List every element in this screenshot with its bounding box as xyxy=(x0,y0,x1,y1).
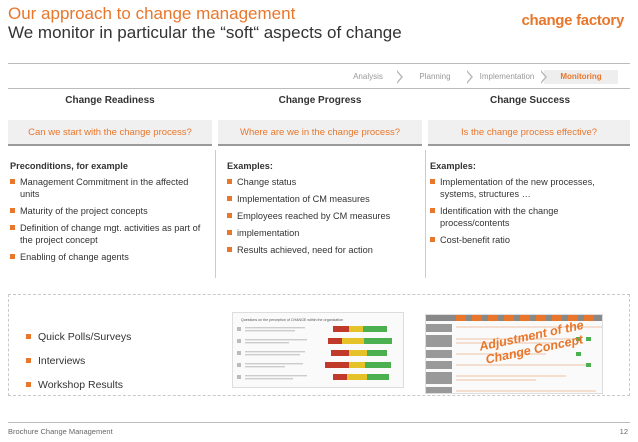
column-body-readiness: Preconditions, for example Management Co… xyxy=(10,160,210,268)
method-item: Interviews xyxy=(26,354,131,378)
list-item: Definition of change mgt. activities as … xyxy=(10,222,210,246)
survey-title: Questions on the perception of CHANGE wi… xyxy=(241,318,343,322)
column-heading-progress: Change Progress xyxy=(278,95,362,106)
footer-label: Brochure Change Management xyxy=(8,427,113,436)
list-item: Implementation of the new processes, sys… xyxy=(430,176,630,200)
list-item: Maturity of the project concepts xyxy=(10,205,210,217)
column-question-success: Is the change process effective? xyxy=(428,120,630,146)
list-item: Results achieved, need for action xyxy=(227,244,423,256)
survey-thumbnail: Questions on the perception of CHANGE wi… xyxy=(232,312,404,388)
column-lead: Examples: xyxy=(430,161,476,171)
list-item: Implementation of CM measures xyxy=(227,193,423,205)
methods-list: Quick Polls/Surveys Interviews Workshop … xyxy=(26,330,131,402)
phase-planning[interactable]: Planning xyxy=(400,70,473,84)
progress-table-thumbnail xyxy=(425,314,603,394)
list-item: Cost-benefit ratio xyxy=(430,234,630,246)
methods-panel xyxy=(8,294,630,396)
method-item: Workshop Results xyxy=(26,378,131,402)
column-divider xyxy=(425,150,426,278)
column-heading-readiness: Change Readiness xyxy=(65,95,155,106)
method-item: Quick Polls/Surveys xyxy=(26,330,131,354)
phase-label: Planning xyxy=(419,72,451,81)
phase-monitoring[interactable]: Monitoring xyxy=(544,70,618,84)
list-item: Identification with the change process/c… xyxy=(430,205,630,229)
list-item: Change status xyxy=(227,176,423,188)
list-item: Management Commitment in the affected un… xyxy=(10,176,210,200)
column-lead: Examples: xyxy=(227,161,273,171)
column-body-success: Examples: Implementation of the new proc… xyxy=(430,160,630,251)
phase-stepper: Analysis Planning Implementation Monitor… xyxy=(336,70,618,84)
column-body-progress: Examples: Change status Implementation o… xyxy=(227,160,423,261)
footer-divider xyxy=(8,422,630,423)
column-question-progress: Where are we in the change process? xyxy=(218,120,422,146)
progress-table-graphic xyxy=(426,315,602,393)
survey-thumbnail-graphic: Questions on the perception of CHANGE wi… xyxy=(237,318,392,380)
column-heading-success: Change Success xyxy=(489,95,571,106)
phase-label: Analysis xyxy=(353,72,383,81)
page-subtitle: We monitor in particular the “soft“ aspe… xyxy=(8,23,402,42)
column-divider xyxy=(215,150,216,278)
list-item: Enabling of change agents xyxy=(10,251,210,263)
page-title: Our approach to change management xyxy=(8,4,296,23)
column-lead: Preconditions, for example xyxy=(10,161,128,171)
list-item: implementation xyxy=(227,227,423,239)
phase-implementation[interactable]: Implementation xyxy=(470,70,547,84)
page-number: 12 xyxy=(619,427,628,436)
phase-label: Monitoring xyxy=(560,72,602,81)
list-item: Employees reached by CM measures xyxy=(227,210,423,222)
section-divider xyxy=(8,88,630,89)
column-question-readiness: Can we start with the change process? xyxy=(8,120,212,146)
phase-analysis[interactable]: Analysis xyxy=(336,70,403,84)
brand-logo: change factory xyxy=(521,12,625,29)
header-divider xyxy=(8,63,630,64)
phase-label: Implementation xyxy=(479,72,535,81)
